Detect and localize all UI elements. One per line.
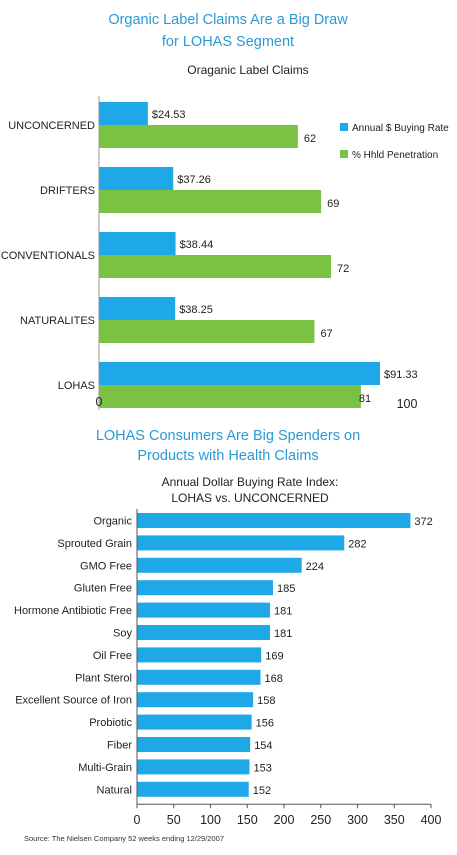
chart-1-data-label: 72 — [337, 263, 349, 275]
chart-2-title-line-1: LOHAS Consumers Are Big Spenders on — [96, 428, 360, 444]
chart-2-data-label: 153 — [253, 762, 271, 774]
chart-2-bar-soy — [137, 625, 271, 640]
chart-2-category-label: Excellent Source of Iron — [15, 695, 132, 707]
chart-2-category-label: Probiotic — [89, 717, 132, 729]
chart-2-bar-gluten-free — [137, 580, 273, 596]
chart-1-bar-drifters-buying-rate — [99, 167, 174, 190]
chart-1-bar-unconcerned-buying-rate — [99, 102, 148, 125]
chart-2-data-label: 156 — [256, 718, 274, 730]
chart-2-title-line-2: Products with Health Claims — [137, 448, 318, 464]
chart-2-data-label: 185 — [277, 583, 295, 595]
chart-2-data-label: 158 — [257, 695, 275, 707]
chart-1-bar-lohas-buying-rate — [99, 362, 380, 385]
chart-2-bar-plant-sterol — [137, 669, 261, 685]
chart-2-bar-sprouted-grain — [137, 535, 345, 551]
chart-1: Organic Label Claims Are a Big Draw for L… — [1, 12, 449, 411]
chart-1-title-line-1: Organic Label Claims Are a Big Draw — [108, 12, 348, 28]
chart-1-data-label: $24.53 — [152, 109, 186, 121]
chart-2-category-label: Plant Sterol — [75, 672, 132, 684]
chart-2-category-label: Oil Free — [93, 650, 132, 662]
legend-swatch-penetration — [340, 150, 348, 158]
chart-1-tick-label: 100 — [397, 397, 418, 411]
chart-2-category-label: Fiber — [107, 740, 132, 752]
chart-1-bar-naturalites-buying-rate — [99, 297, 176, 320]
chart-2-data-label: 168 — [264, 673, 282, 685]
chart-1-category-label: CONVENTIONALS — [1, 250, 95, 262]
chart-1-title-line-2: for LOHAS Segment — [162, 34, 294, 50]
legend-swatch-buying-rate — [340, 123, 348, 131]
chart-1-category-label: LOHAS — [58, 380, 95, 392]
chart-2-tick-label: 100 — [200, 813, 221, 827]
chart-1-bar-lohas-penetration — [99, 385, 361, 408]
chart-2-tick-label: 150 — [237, 813, 258, 827]
chart-1-bar-conventionals-buying-rate — [99, 232, 176, 255]
chart-1-legend: Annual $ Buying Rate % Hhld Penetration — [340, 123, 449, 161]
chart-2-bar-gmo-free — [137, 557, 302, 573]
chart-2-category-label: Sprouted Grain — [57, 538, 132, 550]
chart-2-category-label: Multi-Grain — [78, 762, 132, 774]
chart-2-tick-label: 50 — [167, 813, 181, 827]
chart-2-tick-label: 250 — [310, 813, 331, 827]
chart-1-data-label: 67 — [320, 328, 332, 340]
chart-1-category-label: NATURALITES — [20, 315, 95, 327]
chart-2-data-label: 181 — [274, 628, 292, 640]
chart-1-category-label: UNCONCERNED — [8, 120, 95, 132]
chart-2: LOHAS Consumers Are Big Spenders on Produ… — [14, 428, 441, 827]
chart-1-data-label: $38.25 — [179, 304, 213, 316]
chart-2-category-label: GMO Free — [80, 560, 132, 572]
chart-1-data-label: $91.33 — [384, 369, 418, 381]
chart-2-subtitle-line-2: LOHAS vs. UNCONCERNED — [171, 491, 329, 505]
chart-1-bar-unconcerned-penetration — [99, 125, 298, 148]
chart-2-bar-oil-free — [137, 647, 262, 663]
chart-2-category-label: Soy — [113, 628, 132, 640]
chart-2-data-label: 154 — [254, 740, 272, 752]
chart-2-data-label: 224 — [306, 561, 324, 573]
chart-1-data-label: $37.26 — [177, 174, 211, 186]
chart-2-bar-multi-grain — [137, 759, 250, 775]
chart-2-bar-organic — [137, 513, 411, 528]
chart-2-tick-label: 0 — [134, 813, 141, 827]
chart-1-subtitle: Oraganic Label Claims — [187, 63, 308, 77]
chart-2-data-label: 169 — [265, 650, 283, 662]
legend-label-buying-rate: Annual $ Buying Rate — [352, 123, 449, 134]
source-note: Source: The Nielsen Company 52 weeks end… — [24, 834, 224, 843]
chart-1-data-label: 62 — [304, 133, 316, 145]
chart-1-data-label: 69 — [327, 198, 339, 210]
chart-2-data-label: 181 — [274, 606, 292, 618]
chart-2-subtitle-line-1: Annual Dollar Buying Rate Index: — [162, 475, 339, 489]
chart-2-tick-label: 300 — [347, 813, 368, 827]
chart-1-data-label: 81 — [359, 393, 371, 405]
chart-1-tick-label: 0 — [96, 395, 103, 409]
chart-1-data-label: $38.44 — [180, 239, 214, 251]
chart-1-category-label: DRIFTERS — [40, 185, 95, 197]
legend-label-penetration: % Hhld Penetration — [352, 150, 438, 161]
chart-1-bar-naturalites-penetration — [99, 320, 315, 343]
chart-2-data-label: 152 — [253, 785, 271, 797]
chart-2-bar-excellent-source-of-iron — [137, 692, 254, 708]
chart-2-tick-label: 350 — [384, 813, 405, 827]
chart-2-data-label: 282 — [348, 538, 366, 550]
chart-2-category-label: Natural — [97, 784, 132, 796]
chart-2-bar-fiber — [137, 737, 251, 752]
chart-2-data-label: 372 — [414, 516, 432, 528]
chart-2-category-label: Gluten Free — [74, 583, 132, 595]
chart-2-tick-label: 200 — [274, 813, 295, 827]
chart-2-category-label: Hormone Antibiotic Free — [14, 605, 132, 617]
chart-2-bar-natural — [137, 781, 249, 797]
chart-2-tick-label: 400 — [421, 813, 442, 827]
chart-2-category-label: Organic — [93, 516, 132, 528]
chart-1-bar-conventionals-penetration — [99, 255, 332, 278]
chart-2-bar-hormone-antibiotic-free — [137, 602, 271, 618]
chart-1-bar-drifters-penetration — [99, 190, 322, 213]
chart-2-bar-probiotic — [137, 714, 252, 730]
